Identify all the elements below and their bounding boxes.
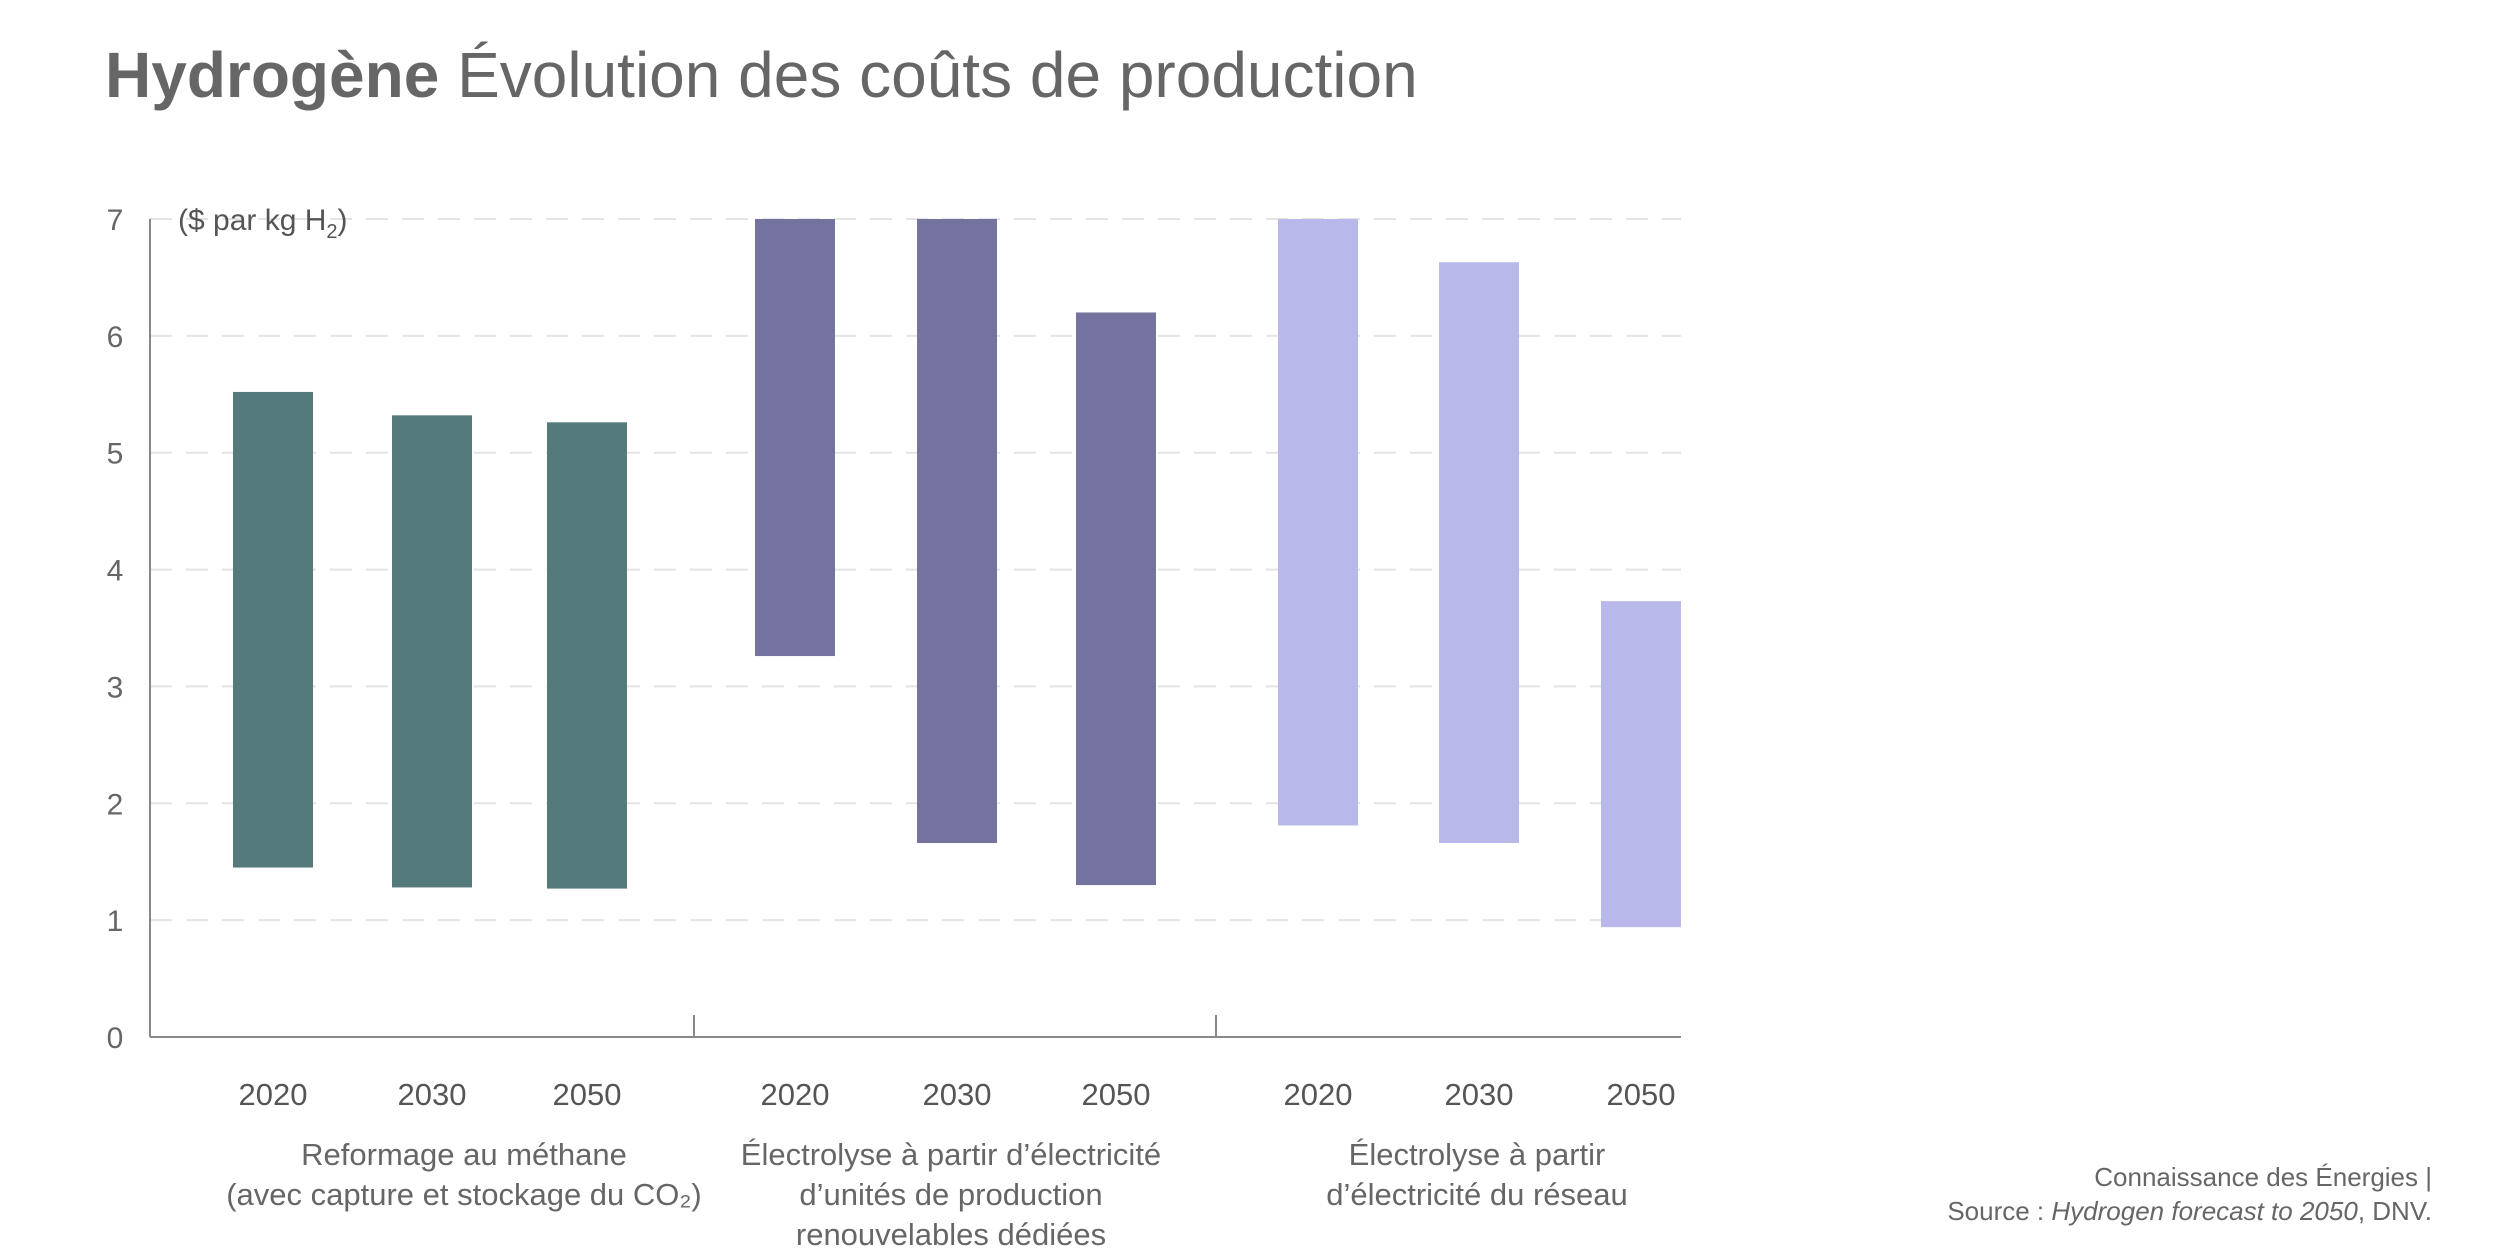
title-bold: Hydrogène [105, 39, 440, 111]
y-tick-label: 4 [107, 555, 124, 588]
range-bar [1439, 262, 1519, 844]
source-prefix: Source : [1947, 1196, 2052, 1226]
range-bar [1076, 312, 1156, 886]
group-label: (avec capture et stockage du CO₂) [226, 1177, 702, 1212]
group-label: renouvelables dédiées [796, 1217, 1106, 1250]
range-bar [233, 391, 313, 868]
y-tick-label: 1 [107, 905, 124, 938]
x-tick-label: 2030 [923, 1077, 992, 1112]
y-tick-label: 0 [107, 1022, 124, 1055]
y-tick-label: 3 [107, 671, 124, 704]
x-tick-label: 2030 [1445, 1077, 1514, 1112]
chart-title: Hydrogène Évolution des coûts de product… [105, 38, 1418, 112]
x-tick-label: 2050 [1082, 1077, 1151, 1112]
y-tick-label: 2 [107, 788, 124, 821]
x-tick-label: 2030 [398, 1077, 467, 1112]
range-bar [1278, 219, 1358, 826]
range-bar [755, 219, 835, 657]
range-bar [547, 422, 627, 889]
group-label: Reformage au méthane [301, 1137, 627, 1172]
source-title: Hydrogen forecast to 2050 [2051, 1196, 2358, 1226]
x-tick-label: 2020 [761, 1077, 830, 1112]
group-label: Électrolyse à partir [1349, 1137, 1606, 1172]
y-tick-label: 7 [107, 204, 124, 237]
source-credit: Connaissance des Énergies | [2094, 1162, 2432, 1192]
title-rest: Évolution des coûts de production [457, 39, 1418, 111]
y-tick-label: 6 [107, 321, 124, 354]
group-label: Électrolyse à partir d’électricité [741, 1137, 1161, 1172]
range-bar [1601, 601, 1681, 928]
x-tick-label: 2050 [1607, 1077, 1676, 1112]
x-tick-label: 2050 [553, 1077, 622, 1112]
range-bar [392, 415, 472, 888]
group-label: d’unités de production [799, 1177, 1102, 1212]
source-suffix: , DNV. [2357, 1196, 2432, 1226]
range-bar [917, 219, 997, 844]
source-note: Connaissance des Énergies | Source : Hyd… [1947, 1160, 2432, 1228]
group-label: d’électricité du réseau [1326, 1177, 1628, 1212]
y-axis-label: ($ par kg H2) [178, 204, 348, 243]
y-tick-label: 5 [107, 438, 124, 471]
x-tick-label: 2020 [239, 1077, 308, 1112]
x-tick-label: 2020 [1284, 1077, 1353, 1112]
